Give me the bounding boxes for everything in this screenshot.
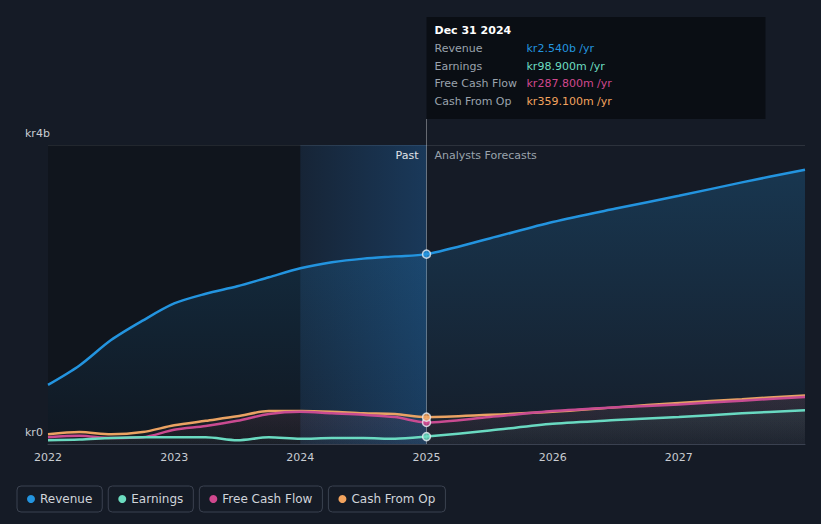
- svg-text:2025: 2025: [413, 451, 441, 464]
- svg-text:Free Cash Flow: Free Cash Flow: [222, 492, 312, 506]
- svg-text:kr4b: kr4b: [25, 127, 50, 140]
- svg-text:kr2.540b /yr: kr2.540b /yr: [527, 42, 595, 55]
- svg-text:Earnings: Earnings: [435, 60, 483, 73]
- svg-text:Revenue: Revenue: [435, 42, 483, 55]
- svg-text:Cash From Op: Cash From Op: [351, 492, 435, 506]
- svg-text:2027: 2027: [665, 451, 693, 464]
- svg-text:Cash From Op: Cash From Op: [435, 95, 512, 108]
- svg-text:2026: 2026: [539, 451, 567, 464]
- svg-text:kr98.900m /yr: kr98.900m /yr: [527, 60, 606, 73]
- svg-text:2022: 2022: [34, 451, 62, 464]
- svg-text:Free Cash Flow: Free Cash Flow: [435, 77, 518, 90]
- svg-text:Analysts Forecasts: Analysts Forecasts: [435, 149, 538, 162]
- svg-text:Revenue: Revenue: [40, 492, 92, 506]
- svg-text:kr287.800m /yr: kr287.800m /yr: [527, 77, 613, 90]
- svg-text:kr0: kr0: [25, 426, 43, 439]
- svg-text:kr359.100m /yr: kr359.100m /yr: [527, 95, 613, 108]
- svg-text:2023: 2023: [160, 451, 188, 464]
- svg-text:Earnings: Earnings: [131, 492, 183, 506]
- svg-text:2024: 2024: [286, 451, 314, 464]
- svg-text:Dec 31 2024: Dec 31 2024: [435, 24, 512, 37]
- svg-text:Past: Past: [396, 149, 420, 162]
